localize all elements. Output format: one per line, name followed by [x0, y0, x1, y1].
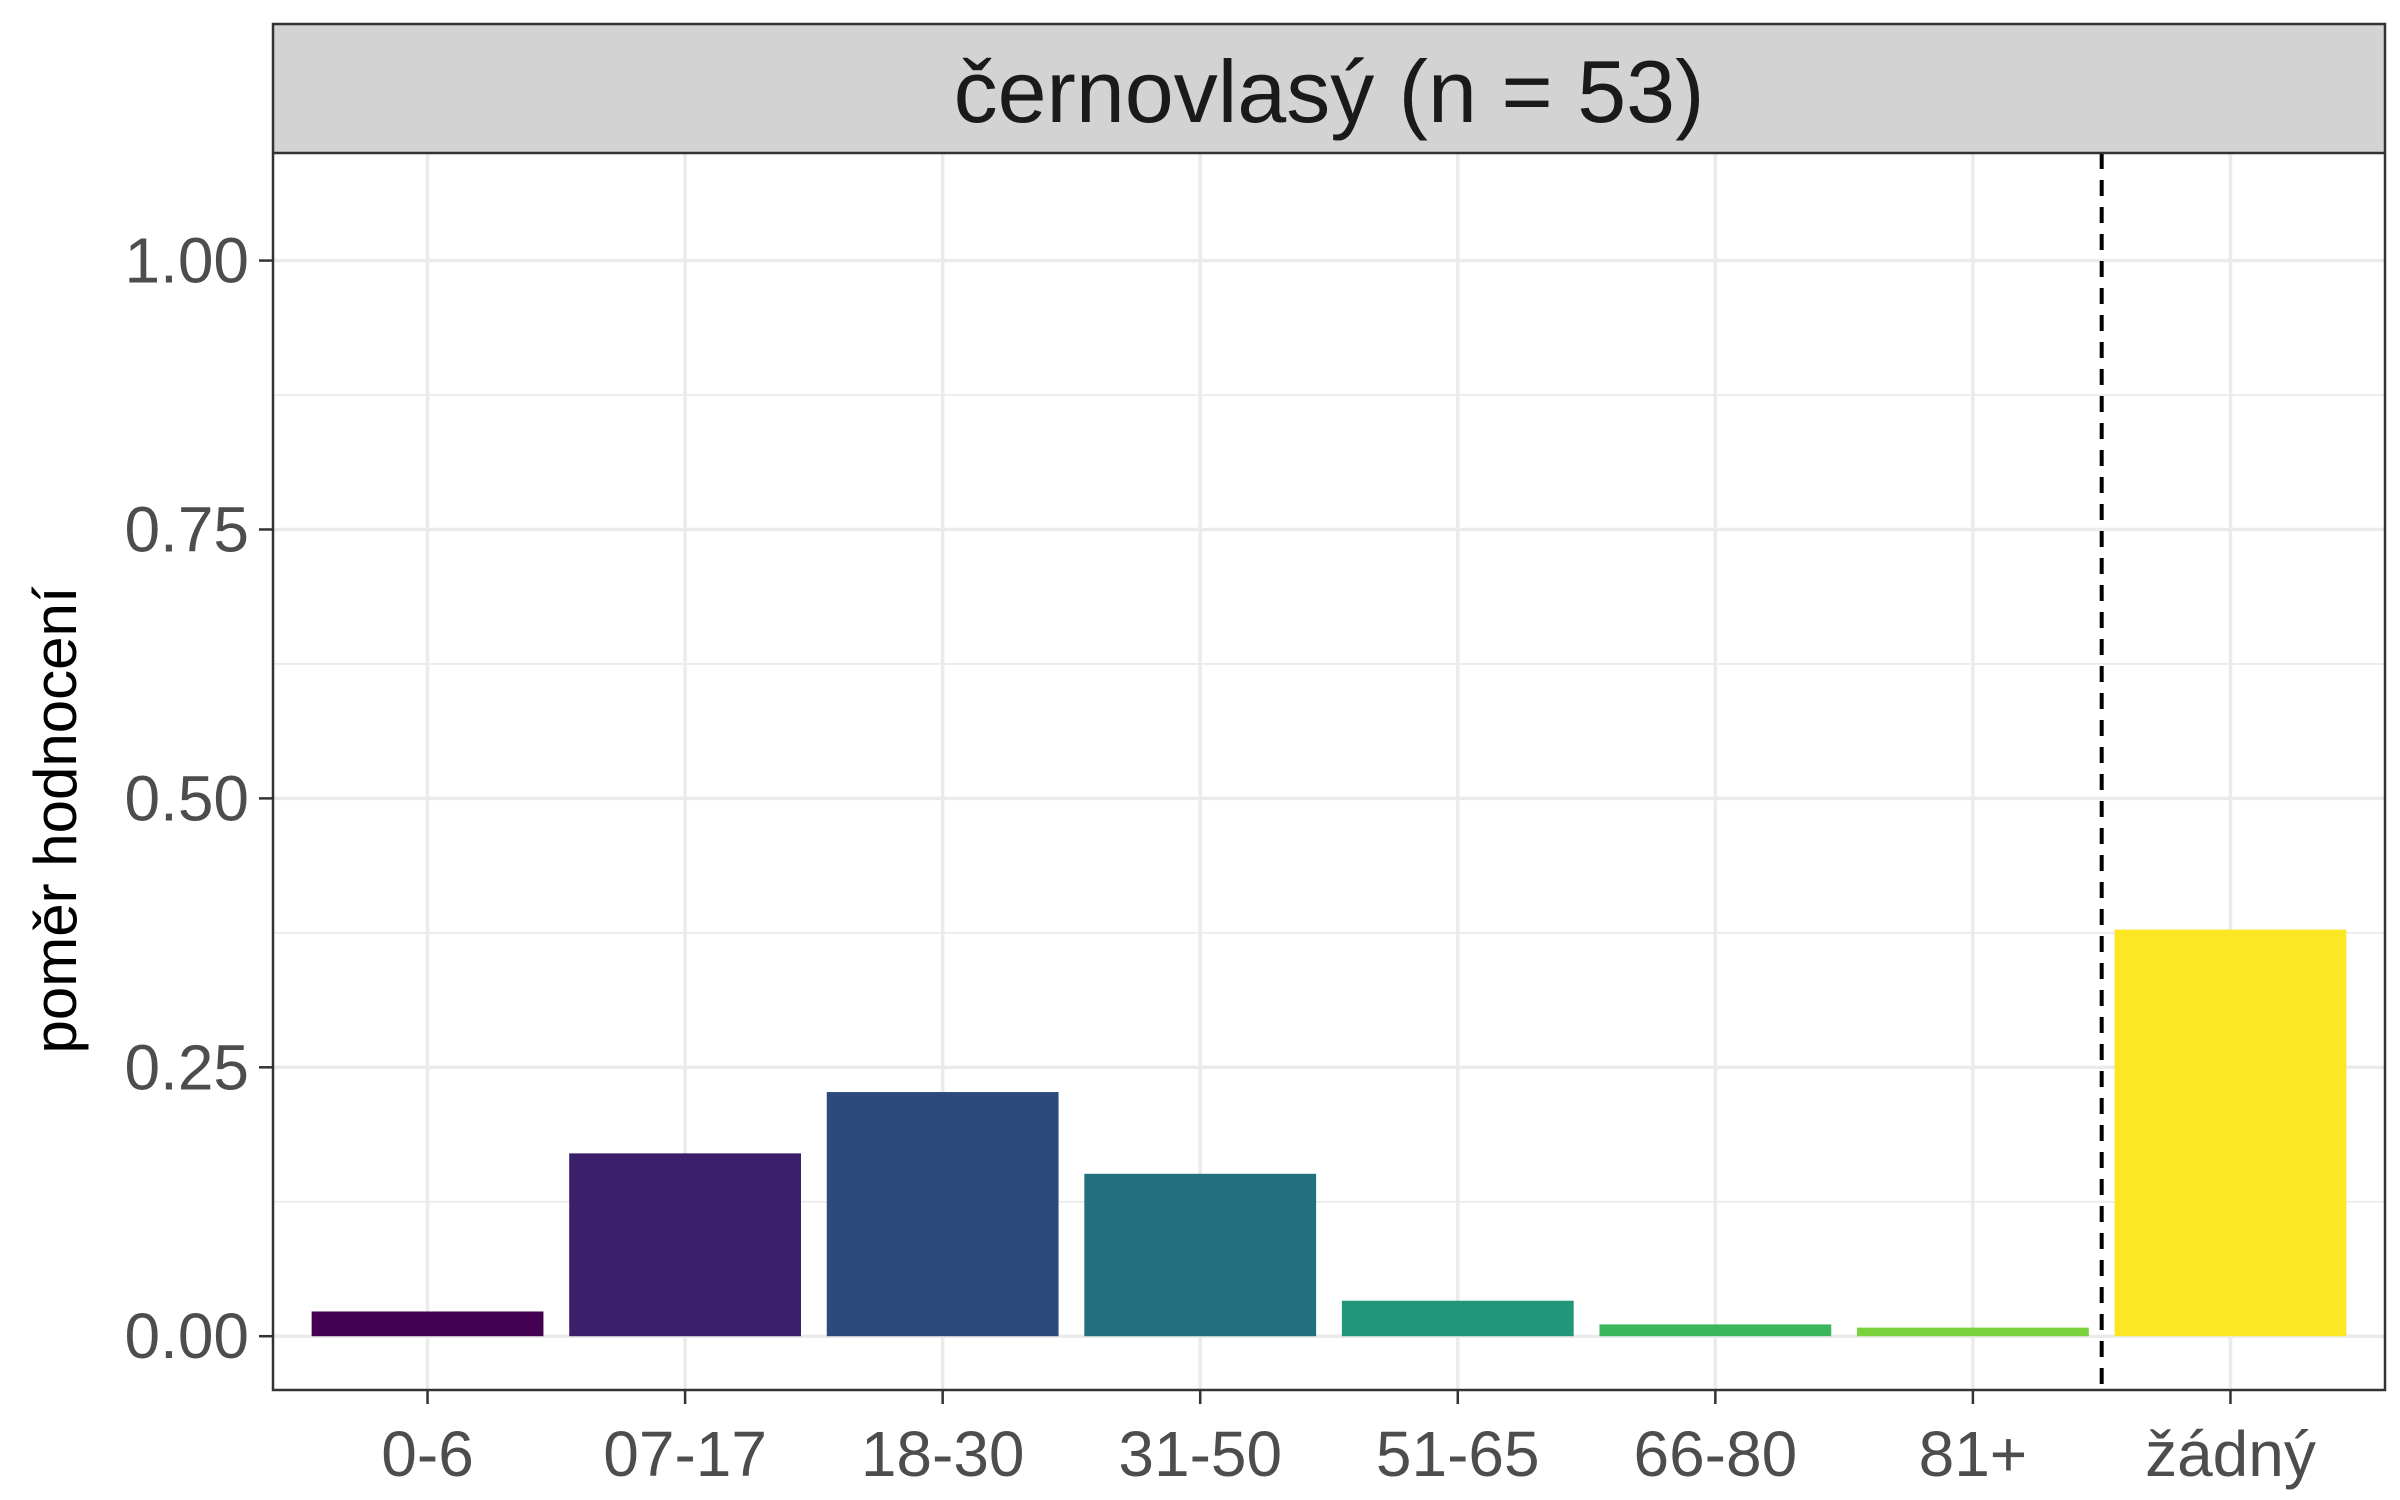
y-tick-label: 1.00 [124, 225, 249, 297]
y-axis-ticks: 0.00 0.25 0.50 0.75 1.00 [124, 225, 273, 1372]
bar-žádný [2114, 929, 2347, 1337]
y-tick-label: 0.75 [124, 493, 249, 565]
bar-0-6 [311, 1311, 544, 1337]
x-axis-ticks: 0-6 07-17 18-30 31-50 51-65 66-80 81+ žádný [381, 1390, 2316, 1490]
x-tick-label: žádný [2145, 1418, 2316, 1490]
bar-51-65 [1341, 1300, 1574, 1337]
bar-31-50 [1084, 1173, 1317, 1337]
y-tick-label: 0.25 [124, 1031, 249, 1103]
bar-81+ [1857, 1327, 2089, 1337]
facet-strip [273, 24, 2385, 153]
x-tick-label: 66-80 [1633, 1418, 1797, 1490]
x-tick-label: 18-30 [861, 1418, 1025, 1490]
bar-07-17 [569, 1153, 801, 1337]
x-tick-label: 31-50 [1118, 1418, 1282, 1490]
x-tick-label: 0-6 [381, 1418, 474, 1490]
bars [311, 929, 2347, 1337]
x-tick-label: 07-17 [603, 1418, 767, 1490]
y-axis-title: poměr hodnocení [22, 586, 89, 1053]
bar-66-80 [1599, 1324, 1832, 1337]
plot-panel-border [271, 22, 2387, 1392]
bar-18-30 [826, 1092, 1059, 1337]
y-tick-label: 0.00 [124, 1300, 249, 1372]
x-tick-label: 81+ [1919, 1418, 2028, 1490]
x-tick-label: 51-65 [1376, 1418, 1540, 1490]
y-tick-label: 0.50 [124, 762, 249, 834]
facet-title: černovlasý (n = 53) [954, 42, 1705, 141]
